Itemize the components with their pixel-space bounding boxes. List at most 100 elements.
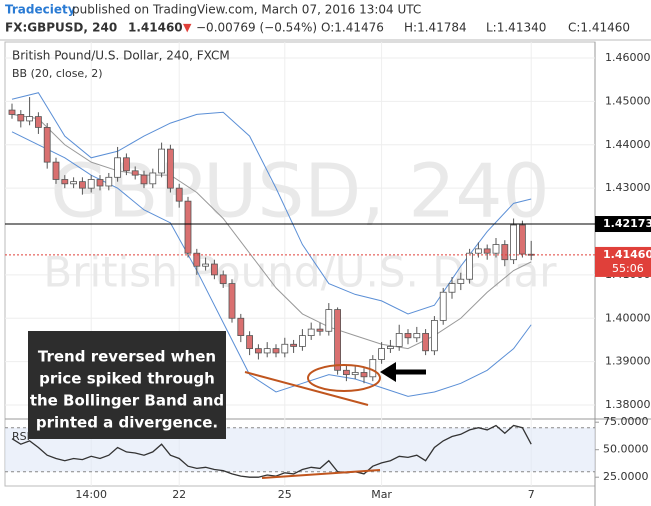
- candle-body: [210, 263, 218, 276]
- y-tick-label: 1.45000: [605, 94, 651, 107]
- y-tick-label: 75.0000: [603, 415, 649, 428]
- candle-body: [386, 346, 394, 350]
- ohlc-high: H:1.41784: [404, 21, 467, 35]
- y-tick-label: 1.44000: [605, 138, 651, 151]
- candle-body: [87, 179, 95, 189]
- candle-body: [263, 348, 271, 354]
- price-tag: [595, 246, 651, 277]
- candle-body: [298, 335, 306, 347]
- band-line: [11, 113, 532, 350]
- candle-body: [307, 328, 315, 337]
- candle-body: [404, 333, 412, 339]
- candle-body: [131, 170, 139, 176]
- candle-body: [123, 157, 130, 172]
- candle-body: [140, 174, 148, 185]
- watermark-symbol: GBPUSD, 240: [50, 149, 549, 235]
- y-tick-label: 1.43000: [605, 181, 651, 194]
- candle-body: [342, 369, 350, 376]
- candle-body: [105, 176, 113, 187]
- symbol: FX:GBPUSD, 240: [5, 21, 117, 35]
- candle-body: [290, 343, 298, 347]
- trend-line: [244, 371, 369, 406]
- y-tick-label: 1.38000: [605, 398, 651, 411]
- change: −0.00769 (−0.54%): [196, 21, 317, 35]
- chart-title: British Pound/U.S. Dollar, 240, FXCM: [12, 49, 230, 63]
- price-tag-label: 1.42173: [603, 217, 651, 230]
- annotation-line: printed a divergence.: [36, 414, 218, 432]
- candle-body: [369, 359, 377, 378]
- last-price: 1.41460: [128, 21, 183, 35]
- candle-body: [114, 157, 121, 178]
- candle-body: [61, 179, 69, 185]
- candle-body: [202, 263, 210, 267]
- ohlc-close: C:1.41460: [568, 21, 630, 35]
- candle-body: [246, 335, 254, 350]
- candle-body: [492, 244, 500, 254]
- candle-body: [79, 181, 86, 189]
- annotation: Trend reversed when price spiked through t…: [30, 348, 224, 432]
- direction: ▼: [183, 21, 192, 34]
- price-tag-label: 1.41460: [603, 248, 651, 261]
- watermark: GBPUSD, 240 British Pound/U.S. Dollar: [43, 149, 557, 297]
- candle-body: [43, 127, 51, 163]
- rsi-line: [11, 424, 532, 478]
- ohlc-low: L:1.41340: [486, 21, 546, 35]
- y-tick-label: 1.46000: [605, 51, 651, 64]
- x-tick-label: Mar: [371, 488, 392, 501]
- published: published on TradingView.com, March 07, …: [72, 3, 421, 17]
- candle-body: [351, 372, 359, 376]
- y-tick-label: 50.0000: [603, 443, 649, 456]
- rsi-label: RSI: [12, 430, 30, 443]
- highlight: [307, 364, 381, 392]
- candle-body: [430, 320, 438, 352]
- candle-body: [158, 148, 166, 174]
- candle-body: [254, 348, 262, 354]
- candle-body: [325, 309, 333, 332]
- candle-body: [219, 274, 227, 284]
- candle-body: [8, 109, 16, 115]
- candle-body: [228, 283, 236, 319]
- rsi-trend-line: [261, 469, 381, 479]
- arrow-head: [380, 362, 396, 382]
- x-tick-label: 25: [278, 488, 292, 501]
- annotation-line: price spiked through: [39, 370, 215, 388]
- candle-body: [422, 333, 430, 352]
- candle-body: [237, 317, 245, 337]
- candle-body: [96, 179, 104, 187]
- candle-body: [52, 161, 60, 180]
- candle-body: [184, 200, 192, 254]
- candle-body: [457, 278, 465, 284]
- candle-body: [149, 172, 157, 185]
- candle-body: [316, 328, 324, 332]
- candle-body: [474, 248, 482, 254]
- y-tick-label: 25.0000: [603, 470, 649, 483]
- candle-body: [70, 181, 77, 185]
- candle-body: [378, 348, 386, 360]
- candle-body: [501, 244, 509, 261]
- candle-body: [360, 372, 368, 378]
- candle-body: [26, 116, 34, 122]
- candle-body: [395, 333, 403, 347]
- candle-body: [281, 343, 289, 354]
- candle-body: [448, 283, 456, 293]
- candle-body: [519, 224, 526, 255]
- indicator-label: BB (20, close, 2): [12, 67, 103, 80]
- countdown: 55:06: [612, 262, 644, 275]
- candle-body: [175, 187, 183, 202]
- candle-body: [35, 116, 42, 128]
- annotation-line: the Bollinger Band and: [30, 392, 224, 410]
- candle-body: [166, 148, 174, 189]
- x-tick-label: 7: [528, 488, 535, 501]
- annotation-box: [28, 331, 226, 439]
- price-tag: [595, 216, 651, 233]
- candle-body: [466, 252, 474, 280]
- y-tick-label: 1.39000: [605, 355, 651, 368]
- watermark-name: British Pound/U.S. Dollar: [43, 248, 557, 297]
- candle-body: [193, 252, 201, 267]
- annotation-line: Trend reversed when: [38, 348, 216, 366]
- x-tick-label: 14:00: [75, 488, 107, 501]
- x-tick-label: 22: [172, 488, 186, 501]
- y-tick-label: 1.40000: [605, 311, 651, 324]
